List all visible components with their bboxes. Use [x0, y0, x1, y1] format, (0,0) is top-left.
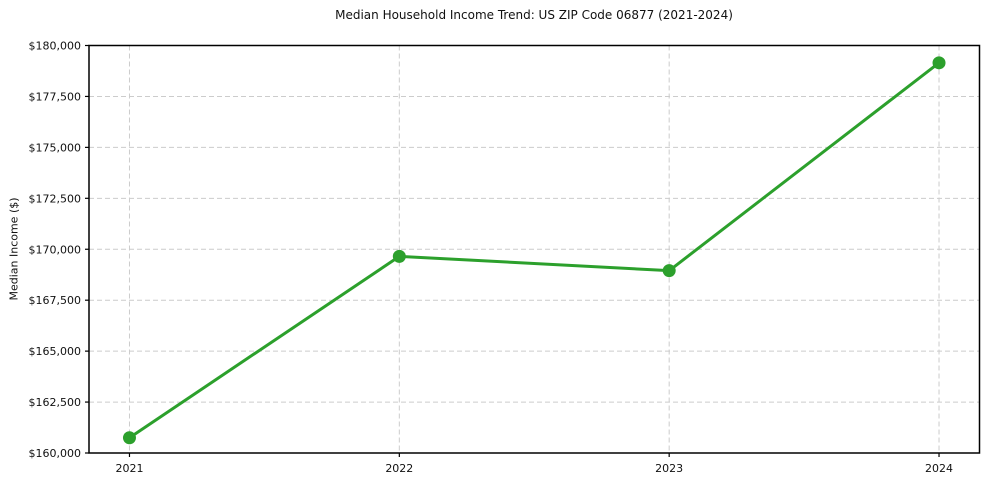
y-tick-label: $177,500: [29, 90, 82, 103]
y-tick-label: $175,000: [29, 141, 82, 154]
y-tick-label: $165,000: [29, 345, 82, 358]
data-line: [127, 61, 941, 440]
data-point: [122, 431, 136, 445]
y-axis-label: Median Income ($): [7, 197, 21, 301]
y-tick-label: $162,500: [29, 396, 82, 409]
y-tick-label: $170,000: [29, 243, 82, 256]
data-point: [932, 56, 946, 70]
y-tick-label: $167,500: [29, 294, 82, 307]
chart-title: Median Household Income Trend: US ZIP Co…: [335, 8, 733, 22]
plot-border: [88, 44, 981, 454]
x-tick-label: 2022: [385, 462, 413, 475]
x-tick-label: 2021: [115, 462, 143, 475]
x-tick-label: 2023: [655, 462, 683, 475]
y-tick-label: $160,000: [29, 447, 82, 460]
x-tick-label: 2024: [925, 462, 953, 475]
data-point: [662, 264, 676, 278]
data-point: [392, 249, 406, 263]
y-tick-label: $180,000: [29, 40, 82, 53]
y-tick-label: $172,500: [29, 192, 82, 205]
